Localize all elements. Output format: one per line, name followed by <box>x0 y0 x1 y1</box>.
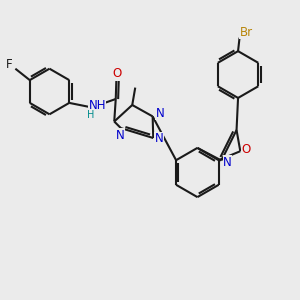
Text: O: O <box>242 143 251 156</box>
Text: N: N <box>116 129 124 142</box>
Text: H: H <box>87 110 94 120</box>
Text: O: O <box>112 67 122 80</box>
Text: Br: Br <box>240 26 253 39</box>
Text: N: N <box>155 107 164 120</box>
Text: N: N <box>155 132 164 145</box>
Text: NH: NH <box>88 98 106 112</box>
Text: N: N <box>223 156 232 169</box>
Text: F: F <box>6 58 13 71</box>
